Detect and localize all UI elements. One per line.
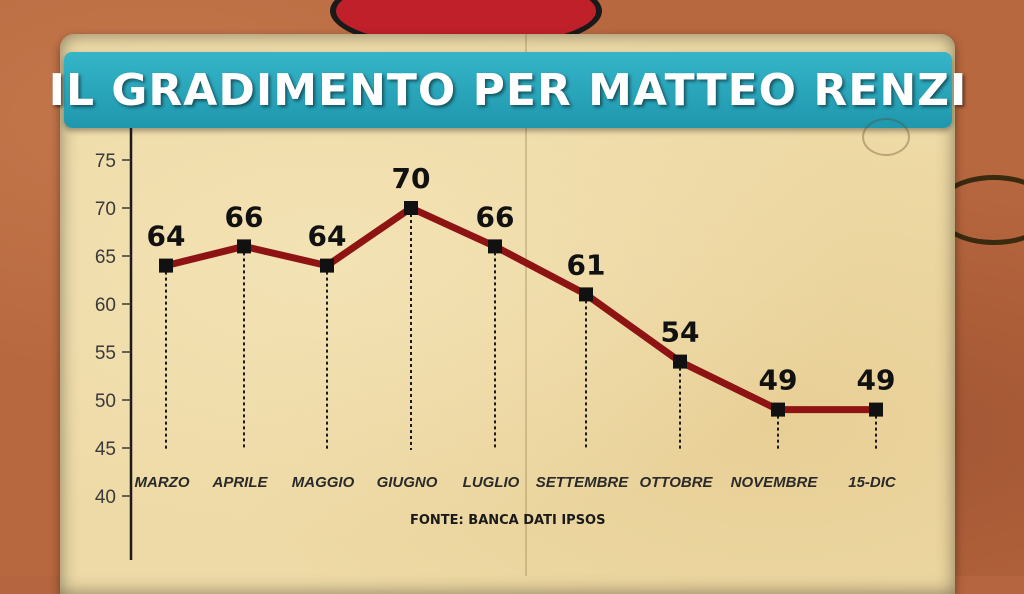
data-label: 54 bbox=[661, 316, 700, 349]
data-label: 70 bbox=[392, 162, 431, 195]
x-tick-label: SETTEMBRE bbox=[536, 474, 630, 491]
y-tick-label: 75 bbox=[95, 151, 116, 172]
data-label: 64 bbox=[147, 220, 186, 253]
chart-title: IL GRADIMENTO PER MATTEO RENZI bbox=[48, 64, 968, 116]
x-tick-label: NOVEMBRE bbox=[731, 474, 819, 491]
data-point bbox=[320, 258, 334, 273]
x-tick-label: GIUGNO bbox=[377, 474, 438, 491]
data-label: 66 bbox=[225, 200, 264, 233]
paper-fold bbox=[525, 34, 527, 576]
data-point bbox=[579, 287, 593, 302]
x-tick-label: MARZO bbox=[135, 474, 190, 491]
data-point bbox=[159, 258, 173, 273]
y-tick-label: 70 bbox=[95, 199, 116, 220]
data-label: 66 bbox=[476, 200, 515, 233]
y-tick-label: 45 bbox=[95, 439, 116, 460]
y-tick-label: 55 bbox=[95, 343, 116, 364]
source-note: FONTE: BANCA DATI IPSOS bbox=[410, 513, 606, 528]
x-tick-label: OTTOBRE bbox=[639, 474, 713, 491]
data-point bbox=[237, 239, 251, 254]
x-tick-label: 15-DIC bbox=[848, 474, 897, 491]
stamp-mark bbox=[862, 118, 910, 156]
data-point bbox=[869, 402, 883, 417]
x-tick-label: LUGLIO bbox=[463, 474, 520, 491]
data-point bbox=[673, 354, 687, 369]
data-point bbox=[488, 239, 502, 254]
y-tick-label: 50 bbox=[95, 391, 116, 412]
y-tick-label: 65 bbox=[95, 247, 116, 268]
data-label: 64 bbox=[308, 220, 347, 253]
data-label: 61 bbox=[567, 248, 606, 281]
y-tick-label: 60 bbox=[95, 295, 116, 316]
data-point bbox=[404, 201, 418, 215]
line-chart: 75 70 65 60 55 50 45 40 64 66 64 70 66 61 54 49 49 MARZO A… bbox=[95, 128, 897, 560]
background-stick bbox=[934, 175, 1024, 245]
title-banner: IL GRADIMENTO PER MATTEO RENZI bbox=[49, 52, 966, 128]
data-label: 49 bbox=[759, 364, 798, 397]
x-tick-label: MAGGIO bbox=[292, 474, 355, 491]
y-tick-label: 40 bbox=[95, 487, 116, 508]
data-label: 49 bbox=[857, 364, 896, 397]
x-tick-label: APRILE bbox=[211, 474, 268, 491]
data-point bbox=[771, 402, 785, 417]
